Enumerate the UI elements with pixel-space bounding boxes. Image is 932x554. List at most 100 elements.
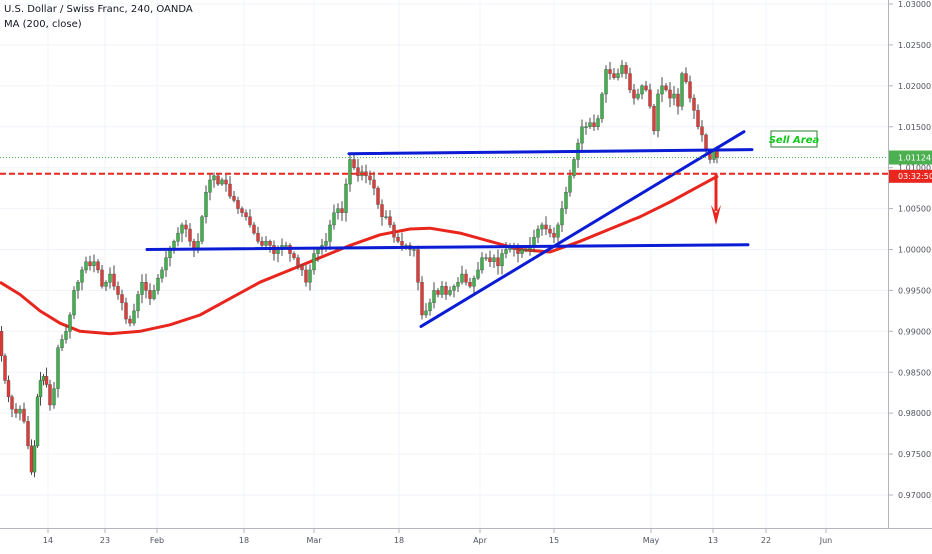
candle-body <box>157 278 160 290</box>
candle-body <box>501 254 504 266</box>
candle-body <box>39 380 42 396</box>
time-tick-label: May <box>643 536 660 545</box>
price-tick-label: 0.98500 <box>898 368 931 377</box>
candle-body <box>121 295 124 303</box>
candle-body <box>153 290 156 298</box>
candle-body <box>605 69 608 94</box>
candle-body <box>425 311 428 315</box>
candle-body <box>333 213 336 225</box>
candle-body <box>485 258 488 259</box>
candle-body <box>681 74 684 107</box>
candle-body <box>673 94 676 98</box>
price-tick-label: 1.02500 <box>898 41 931 50</box>
candle-body <box>125 303 128 319</box>
candle-body <box>589 123 592 127</box>
time-tick-label: 13 <box>708 536 718 545</box>
chart-title: U.S. Dollar / Swiss Franc, 240, OANDA <box>4 2 193 17</box>
price-tick-label: 0.97000 <box>898 491 931 500</box>
candle-body <box>541 225 544 229</box>
candle-body <box>593 123 596 127</box>
candle-body <box>401 241 404 245</box>
candle-body <box>693 98 696 110</box>
price-axis[interactable]: 1.030001.025001.020001.015001.010001.005… <box>889 0 932 550</box>
candle-body <box>85 262 88 270</box>
candle-body <box>277 250 280 254</box>
candle-body <box>185 225 188 229</box>
candle-body <box>677 94 680 106</box>
candle-body <box>481 258 484 270</box>
candle-body <box>309 270 312 282</box>
candle-body <box>457 282 460 286</box>
candle-body <box>105 282 108 286</box>
candle-body <box>389 217 392 225</box>
time-axis-bg <box>0 529 889 550</box>
candle-body <box>189 229 192 241</box>
candle-body <box>569 176 572 192</box>
candle-body <box>45 376 48 384</box>
candle-body <box>629 74 632 90</box>
candle-body <box>633 90 636 98</box>
candle-body <box>349 159 352 184</box>
candle-body <box>149 290 152 298</box>
candle-body <box>137 295 140 311</box>
candle-body <box>489 258 492 262</box>
candle-body <box>93 262 96 266</box>
price-tick-label: 0.99500 <box>898 286 931 295</box>
candle-body <box>385 217 388 218</box>
annotations[interactable]: Sell Area <box>769 131 820 147</box>
candle-body <box>145 282 148 290</box>
candle-body <box>209 180 212 192</box>
candle-body <box>449 290 452 294</box>
candle-body <box>313 254 316 270</box>
price-tick-label: 1.03000 <box>898 0 931 9</box>
candle-body <box>161 270 164 278</box>
candle-body <box>57 348 60 389</box>
candle-body <box>297 258 300 266</box>
candle-body <box>325 241 328 245</box>
candle-body <box>473 278 476 286</box>
candle-body <box>353 159 356 167</box>
candle-body <box>245 213 248 217</box>
candle-body <box>33 446 36 472</box>
candle-body <box>493 258 496 262</box>
candle-body <box>585 127 588 128</box>
candle-body <box>241 209 244 213</box>
candle-body <box>521 250 524 254</box>
candle-body <box>613 74 616 78</box>
price-tick-label: 1.01500 <box>898 123 931 132</box>
time-tick-label: Feb <box>150 536 164 545</box>
candle-body <box>697 110 700 126</box>
time-tick-label: Apr <box>473 536 488 545</box>
candle-body <box>261 241 264 245</box>
candle-body <box>233 196 236 200</box>
price-tick-label: 0.97500 <box>898 450 931 459</box>
candle-body <box>657 94 660 131</box>
candle-body <box>109 274 112 282</box>
candle-body <box>165 258 168 270</box>
candle-body <box>445 286 448 294</box>
sell-area-label: Sell Area <box>769 135 820 146</box>
candle-body <box>341 209 344 213</box>
candle-body <box>237 200 240 208</box>
candle-body <box>301 266 304 270</box>
candle-body <box>7 380 10 396</box>
candle-body <box>393 225 396 237</box>
time-tick-label: 23 <box>100 536 110 545</box>
candle-body <box>27 421 30 446</box>
candle-body <box>441 286 444 294</box>
candle-body <box>625 65 628 73</box>
time-tick-label: 14 <box>43 536 53 545</box>
candle-body <box>461 274 464 282</box>
candle-body <box>433 290 436 302</box>
candle-body <box>101 270 104 286</box>
candle-body <box>337 209 340 213</box>
candle-body <box>373 180 376 188</box>
candle-body <box>381 204 384 216</box>
candle-body <box>661 86 664 94</box>
candle-body <box>549 229 552 233</box>
candle-body <box>249 217 252 225</box>
time-tick-label: Mar <box>306 536 322 545</box>
